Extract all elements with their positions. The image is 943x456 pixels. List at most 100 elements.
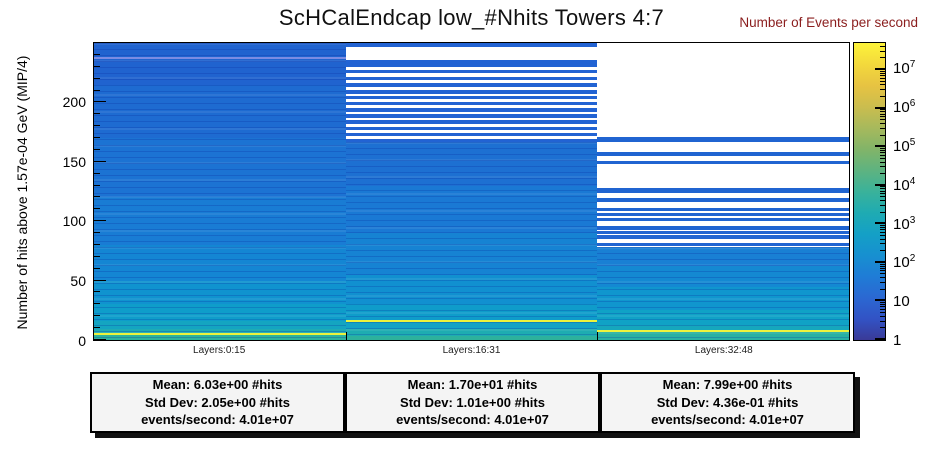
- heat-band: [345, 304, 598, 320]
- colorbar-minor-tick: [880, 147, 885, 149]
- y-tick: [94, 220, 106, 222]
- colorbar-major-tick: [875, 68, 885, 70]
- colorbar-minor-tick: [880, 57, 885, 59]
- colorbar-minor-tick: [880, 267, 885, 269]
- y-tick: [94, 196, 100, 198]
- colorbar-minor-tick: [880, 70, 885, 72]
- heat-stripe: [345, 138, 598, 142]
- colorbar-minor-tick: [880, 243, 885, 245]
- colorbar-minor-tick: [880, 74, 885, 76]
- colorbar-minor-tick: [880, 327, 885, 329]
- y-tick: [94, 77, 100, 79]
- y-tick-label: 150: [62, 153, 86, 170]
- colorbar-tick-label: 107: [893, 59, 916, 78]
- colorbar-minor-tick: [880, 80, 885, 82]
- heat-stripe: [597, 231, 849, 234]
- heat-stripe: [345, 108, 598, 112]
- colorbar-tick-label: 105: [893, 136, 916, 155]
- colorbar-tick-label: 102: [893, 253, 916, 272]
- heat-stripe: [345, 83, 598, 87]
- colorbar-minor-tick: [880, 193, 885, 195]
- y-tick: [94, 160, 106, 162]
- heat-band: [345, 233, 598, 275]
- colorbar-minor-tick: [880, 152, 885, 154]
- heat-band: [345, 335, 598, 340]
- colorbar-minor-tick: [880, 77, 885, 79]
- colorbar-minor-tick: [880, 161, 885, 163]
- y-tick: [94, 42, 106, 43]
- colorbar-minor-tick: [880, 190, 885, 192]
- colorbar-minor-tick: [880, 89, 885, 91]
- colorbar-minor-tick: [880, 173, 885, 175]
- colorbar-minor-tick: [880, 127, 885, 129]
- heat-band: [597, 324, 849, 330]
- heat-band: [345, 321, 598, 330]
- heatmap-column-2: [597, 43, 849, 340]
- category-label: Layers:16:31: [442, 345, 501, 356]
- stat-stddev: Std Dev: 2.05e+00 #hits: [145, 394, 290, 410]
- heat-band: [345, 329, 598, 336]
- colorbar-minor-tick: [880, 273, 885, 275]
- colorbar-minor-tick: [880, 157, 885, 159]
- colorbar-minor-tick: [880, 116, 885, 118]
- colorbar-tick-label: 103: [893, 214, 916, 233]
- colorbar-minor-tick: [880, 265, 885, 267]
- heat-stripe: [597, 212, 849, 216]
- colorbar-minor-tick: [880, 302, 885, 304]
- colorbar-major-tick: [875, 106, 885, 109]
- mean-line: [94, 333, 346, 336]
- x-boundary-tick: [345, 332, 347, 340]
- colorbar-minor-tick: [880, 277, 885, 279]
- heatmap-column-1: [345, 43, 598, 340]
- y-tick: [94, 255, 100, 257]
- colorbar-minor-tick: [880, 320, 885, 322]
- heat-band: [94, 280, 346, 305]
- y-tick: [94, 315, 100, 317]
- colorbar-minor-tick: [880, 149, 885, 151]
- y-tick: [94, 137, 100, 139]
- colorbar-minor-tick: [880, 166, 885, 168]
- mean-line: [345, 319, 598, 322]
- y-tick: [94, 291, 100, 293]
- y-tick-label: 0: [78, 333, 86, 349]
- heat-stripe: [345, 89, 598, 94]
- colorbar-minor-tick: [880, 312, 885, 314]
- heat-band: [597, 286, 849, 311]
- heat-band: [597, 266, 849, 287]
- colorbar-major-tick: [875, 183, 885, 186]
- colorbar-minor-tick: [880, 113, 885, 115]
- heat-stripe: [597, 152, 849, 156]
- y-tick: [94, 327, 100, 329]
- mean-line: [597, 329, 849, 332]
- y-tick: [94, 65, 100, 67]
- colorbar-minor-tick: [880, 263, 885, 265]
- y-tick: [94, 148, 100, 150]
- y-tick: [94, 267, 100, 269]
- stat-mean: Mean: 6.03e+00 #hits: [152, 376, 283, 392]
- stat-mean: Mean: 1.70e+01 #hits: [407, 376, 538, 392]
- colorbar: [853, 42, 886, 341]
- colorbar-major-tick: [875, 260, 885, 263]
- colorbar-minor-tick: [880, 95, 885, 97]
- colorbar-minor-tick: [880, 154, 885, 156]
- heat-stripe: [597, 161, 849, 165]
- heat-band: [597, 310, 849, 325]
- colorbar-minor-tick: [880, 196, 885, 198]
- y-tick: [94, 208, 100, 210]
- y-axis-label: Number of hits above 1.57e-04 GeV (MIP/4…: [14, 55, 30, 330]
- y-tick: [94, 339, 106, 340]
- stats-box-layers-16-31: Mean: 1.70e+01 #hits Std Dev: 1.01e+00 #…: [345, 372, 600, 433]
- colorbar-minor-tick: [880, 309, 885, 310]
- colorbar-tick-label: 104: [893, 175, 916, 194]
- y-tick: [94, 113, 100, 115]
- stat-mean: Mean: 7.99e+00 #hits: [662, 376, 793, 392]
- heat-band: [597, 247, 849, 267]
- heat-line: [94, 56, 346, 60]
- heat-band: [345, 185, 598, 234]
- colorbar-major-tick: [875, 222, 885, 225]
- y-tick-label: 100: [62, 213, 86, 230]
- colorbar-tick-labels: 1 10 102 103 104 105 106 107: [893, 42, 941, 349]
- colorbar-minor-tick: [880, 109, 885, 111]
- y-tick-label: 50: [70, 273, 86, 290]
